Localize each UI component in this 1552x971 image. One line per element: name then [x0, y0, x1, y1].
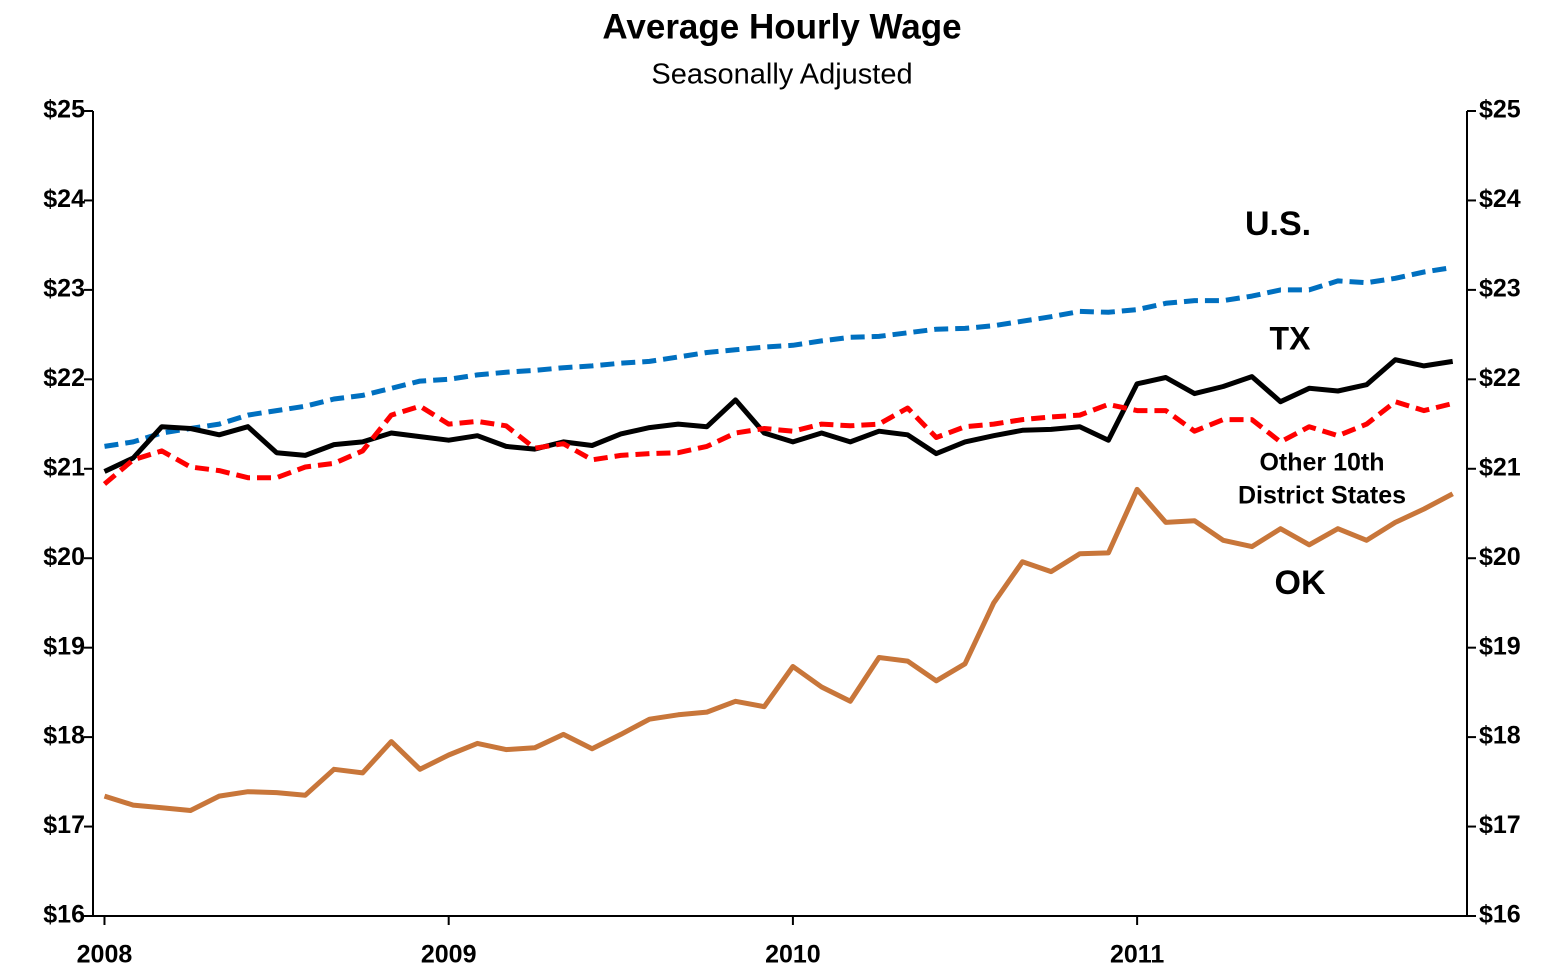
y2-tick-label: $20 [1479, 543, 1521, 571]
y-tick-label: $24 [43, 185, 85, 213]
y-tick-label: $25 [43, 96, 85, 124]
y-tick-label: $23 [43, 274, 85, 302]
x-tick-label: 2011 [1110, 941, 1164, 969]
y2-tick-label: $22 [1479, 364, 1521, 392]
y-tick-label: $18 [43, 722, 85, 750]
x-tick-label: 2009 [421, 941, 477, 969]
y2-tick-label: $17 [1479, 811, 1521, 839]
y-tick-label: $16 [43, 901, 85, 929]
y2-tick-label: $23 [1479, 274, 1521, 302]
x-tick-label: 2010 [765, 941, 821, 969]
series-line [102, 399, 1454, 486]
y2-tick-label: $18 [1479, 722, 1521, 750]
chart-title: Average Hourly Wage [602, 7, 961, 46]
series-annotation: TX [1270, 320, 1312, 356]
x-tick-label: 2008 [77, 941, 133, 969]
chart-subtitle: Seasonally Adjusted [651, 59, 912, 91]
series-annotation: OK [1275, 564, 1326, 602]
y2-tick-label: $24 [1479, 185, 1521, 213]
y2-tick-label: $19 [1479, 632, 1521, 660]
series-annotation: Other 10th [1259, 449, 1384, 477]
series-line [104, 265, 1454, 449]
y-tick-label: $22 [43, 364, 85, 392]
y2-tick-label: $25 [1479, 96, 1521, 124]
series-line [103, 486, 1454, 813]
y2-tick-label: $21 [1479, 453, 1521, 481]
y-tick-label: $20 [43, 543, 85, 571]
y2-tick-label: $16 [1479, 901, 1521, 929]
y-tick-label: $17 [43, 811, 85, 839]
y-tick-label: $21 [43, 453, 85, 481]
series-annotation: District States [1238, 482, 1406, 510]
series-annotation: U.S. [1245, 205, 1311, 243]
series-line [103, 357, 1454, 474]
y-tick-label: $19 [43, 632, 85, 660]
